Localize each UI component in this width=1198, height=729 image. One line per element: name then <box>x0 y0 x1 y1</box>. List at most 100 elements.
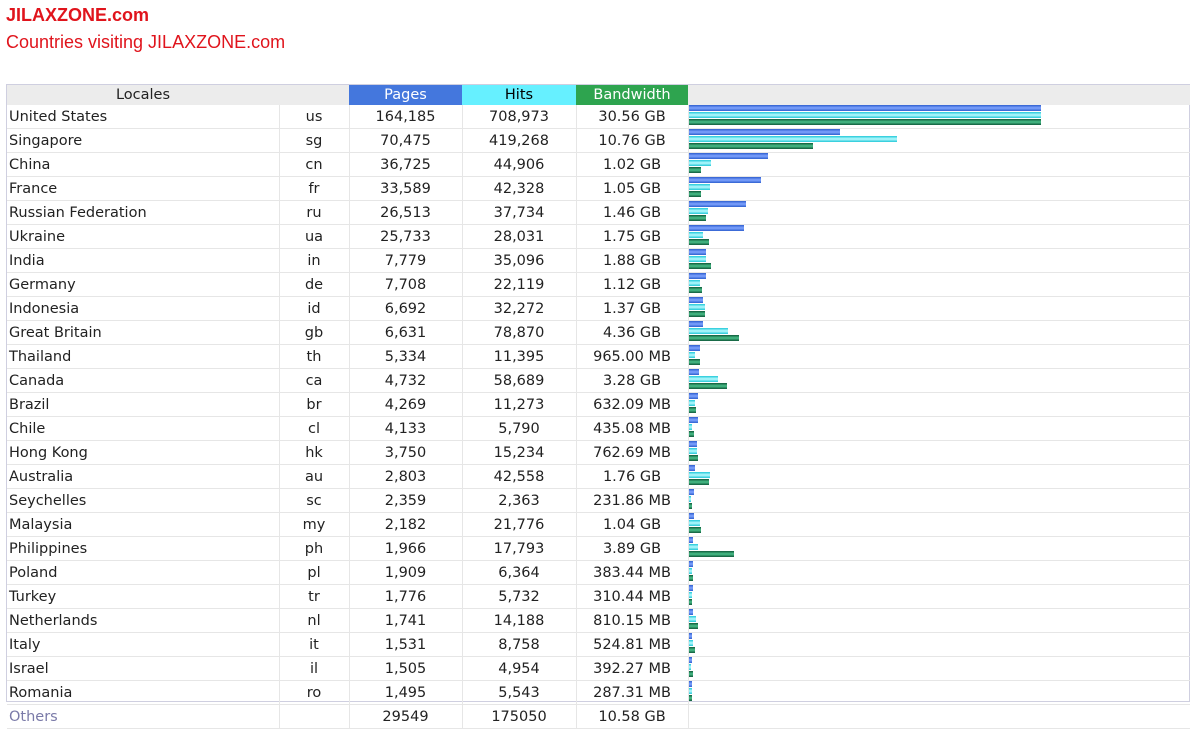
hits-value: 28,031 <box>462 224 577 249</box>
row-bars <box>688 537 1185 560</box>
country-name: China <box>7 152 280 177</box>
bandwidth-bar <box>688 479 709 485</box>
country-code: ph <box>279 536 350 561</box>
header-locales: Locales <box>7 85 279 105</box>
country-code: au <box>279 464 350 489</box>
hits-bar <box>688 376 718 382</box>
country-code: de <box>279 272 350 297</box>
pages-bar <box>688 225 744 231</box>
graph-cell <box>688 512 1190 537</box>
table-row: Indonesia id 6,692 32,272 1.37 GB <box>7 296 1190 321</box>
graph-cell <box>688 200 1190 225</box>
pages-value: 2,359 <box>349 488 463 513</box>
hits-bar <box>688 640 693 646</box>
pages-value: 2,182 <box>349 512 463 537</box>
hits-value: 708,973 <box>462 105 577 129</box>
hits-bar <box>688 232 703 238</box>
bandwidth-bar <box>688 239 709 245</box>
table-row: Italy it 1,531 8,758 524.81 MB <box>7 632 1190 657</box>
table-header-row: Locales Pages Hits Bandwidth <box>7 85 1190 105</box>
table-row: Australia au 2,803 42,558 1.76 GB <box>7 464 1190 489</box>
countries-stats-panel: Locales Pages Hits Bandwidth United Stat… <box>6 84 1190 729</box>
graph-cell <box>688 464 1190 489</box>
country-name: Poland <box>7 560 280 585</box>
table-row: Great Britain gb 6,631 78,870 4.36 GB <box>7 320 1190 345</box>
pages-value: 4,732 <box>349 368 463 393</box>
hits-bar <box>688 304 705 310</box>
graph-cell <box>688 176 1190 201</box>
hits-value: 37,734 <box>462 200 577 225</box>
table-row: Chile cl 4,133 5,790 435.08 MB <box>7 416 1190 441</box>
bandwidth-value: 231.86 MB <box>576 488 689 513</box>
bandwidth-bar <box>688 287 702 293</box>
hits-value: 35,096 <box>462 248 577 273</box>
row-bars <box>688 321 1185 344</box>
pages-value: 26,513 <box>349 200 463 225</box>
graph-cell <box>688 368 1190 393</box>
hits-value: 44,906 <box>462 152 577 177</box>
pages-value: 1,505 <box>349 656 463 681</box>
others-graph-cell <box>688 704 1190 729</box>
bandwidth-bar <box>688 455 698 461</box>
country-code: ua <box>279 224 350 249</box>
bandwidth-value: 524.81 MB <box>576 632 689 657</box>
bandwidth-value: 4.36 GB <box>576 320 689 345</box>
bandwidth-bar <box>688 431 694 437</box>
table-row: Turkey tr 1,776 5,732 310.44 MB <box>7 584 1190 609</box>
bandwidth-bar <box>688 623 698 629</box>
country-name: India <box>7 248 280 273</box>
graph-cell <box>688 536 1190 561</box>
bandwidth-value: 632.09 MB <box>576 392 689 417</box>
row-bars <box>688 561 1185 584</box>
country-code: id <box>279 296 350 321</box>
hits-value: 2,363 <box>462 488 577 513</box>
bandwidth-bar <box>688 695 692 701</box>
pages-bar <box>688 345 700 351</box>
bandwidth-value: 965.00 MB <box>576 344 689 369</box>
bandwidth-value: 1.04 GB <box>576 512 689 537</box>
country-name: Chile <box>7 416 280 441</box>
bandwidth-bar <box>688 407 696 413</box>
country-code: hk <box>279 440 350 465</box>
pages-value: 1,741 <box>349 608 463 633</box>
bandwidth-bar <box>688 263 711 269</box>
row-bars <box>688 249 1185 272</box>
graph-cell <box>688 224 1190 249</box>
country-name: Canada <box>7 368 280 393</box>
country-name: Romania <box>7 680 280 705</box>
country-name: Great Britain <box>7 320 280 345</box>
table-row: China cn 36,725 44,906 1.02 GB <box>7 152 1190 177</box>
pages-bar <box>688 393 698 399</box>
pages-value: 7,779 <box>349 248 463 273</box>
hits-bar <box>688 448 697 454</box>
bandwidth-bar <box>688 671 693 677</box>
table-row: Philippines ph 1,966 17,793 3.89 GB <box>7 536 1190 561</box>
row-bars <box>688 225 1185 248</box>
hits-bar <box>688 208 708 214</box>
bandwidth-bar <box>688 119 1041 125</box>
country-name: Russian Federation <box>7 200 280 225</box>
hits-value: 11,273 <box>462 392 577 417</box>
hits-bar <box>688 544 698 550</box>
bandwidth-bar <box>688 647 695 653</box>
country-code: gb <box>279 320 350 345</box>
country-name: United States <box>7 105 280 129</box>
country-code: us <box>279 105 350 129</box>
others-code-cell <box>279 704 350 729</box>
pages-value: 164,185 <box>349 105 463 129</box>
table-row: India in 7,779 35,096 1.88 GB <box>7 248 1190 273</box>
pages-bar <box>688 441 697 447</box>
bandwidth-bar <box>688 575 693 581</box>
others-row: Others 29549 175050 10.58 GB <box>7 704 1190 729</box>
pages-value: 36,725 <box>349 152 463 177</box>
country-name: Thailand <box>7 344 280 369</box>
pages-value: 4,133 <box>349 416 463 441</box>
bandwidth-bar <box>688 167 701 173</box>
header-graph-cell <box>688 85 1190 105</box>
page-subtitle: Countries visiting JILAXZONE.com <box>6 32 286 52</box>
bandwidth-bar <box>688 599 692 605</box>
table-row: Romania ro 1,495 5,543 287.31 MB <box>7 680 1190 705</box>
pages-bar <box>688 609 693 615</box>
bandwidth-value: 1.37 GB <box>576 296 689 321</box>
bandwidth-bar <box>688 383 727 389</box>
